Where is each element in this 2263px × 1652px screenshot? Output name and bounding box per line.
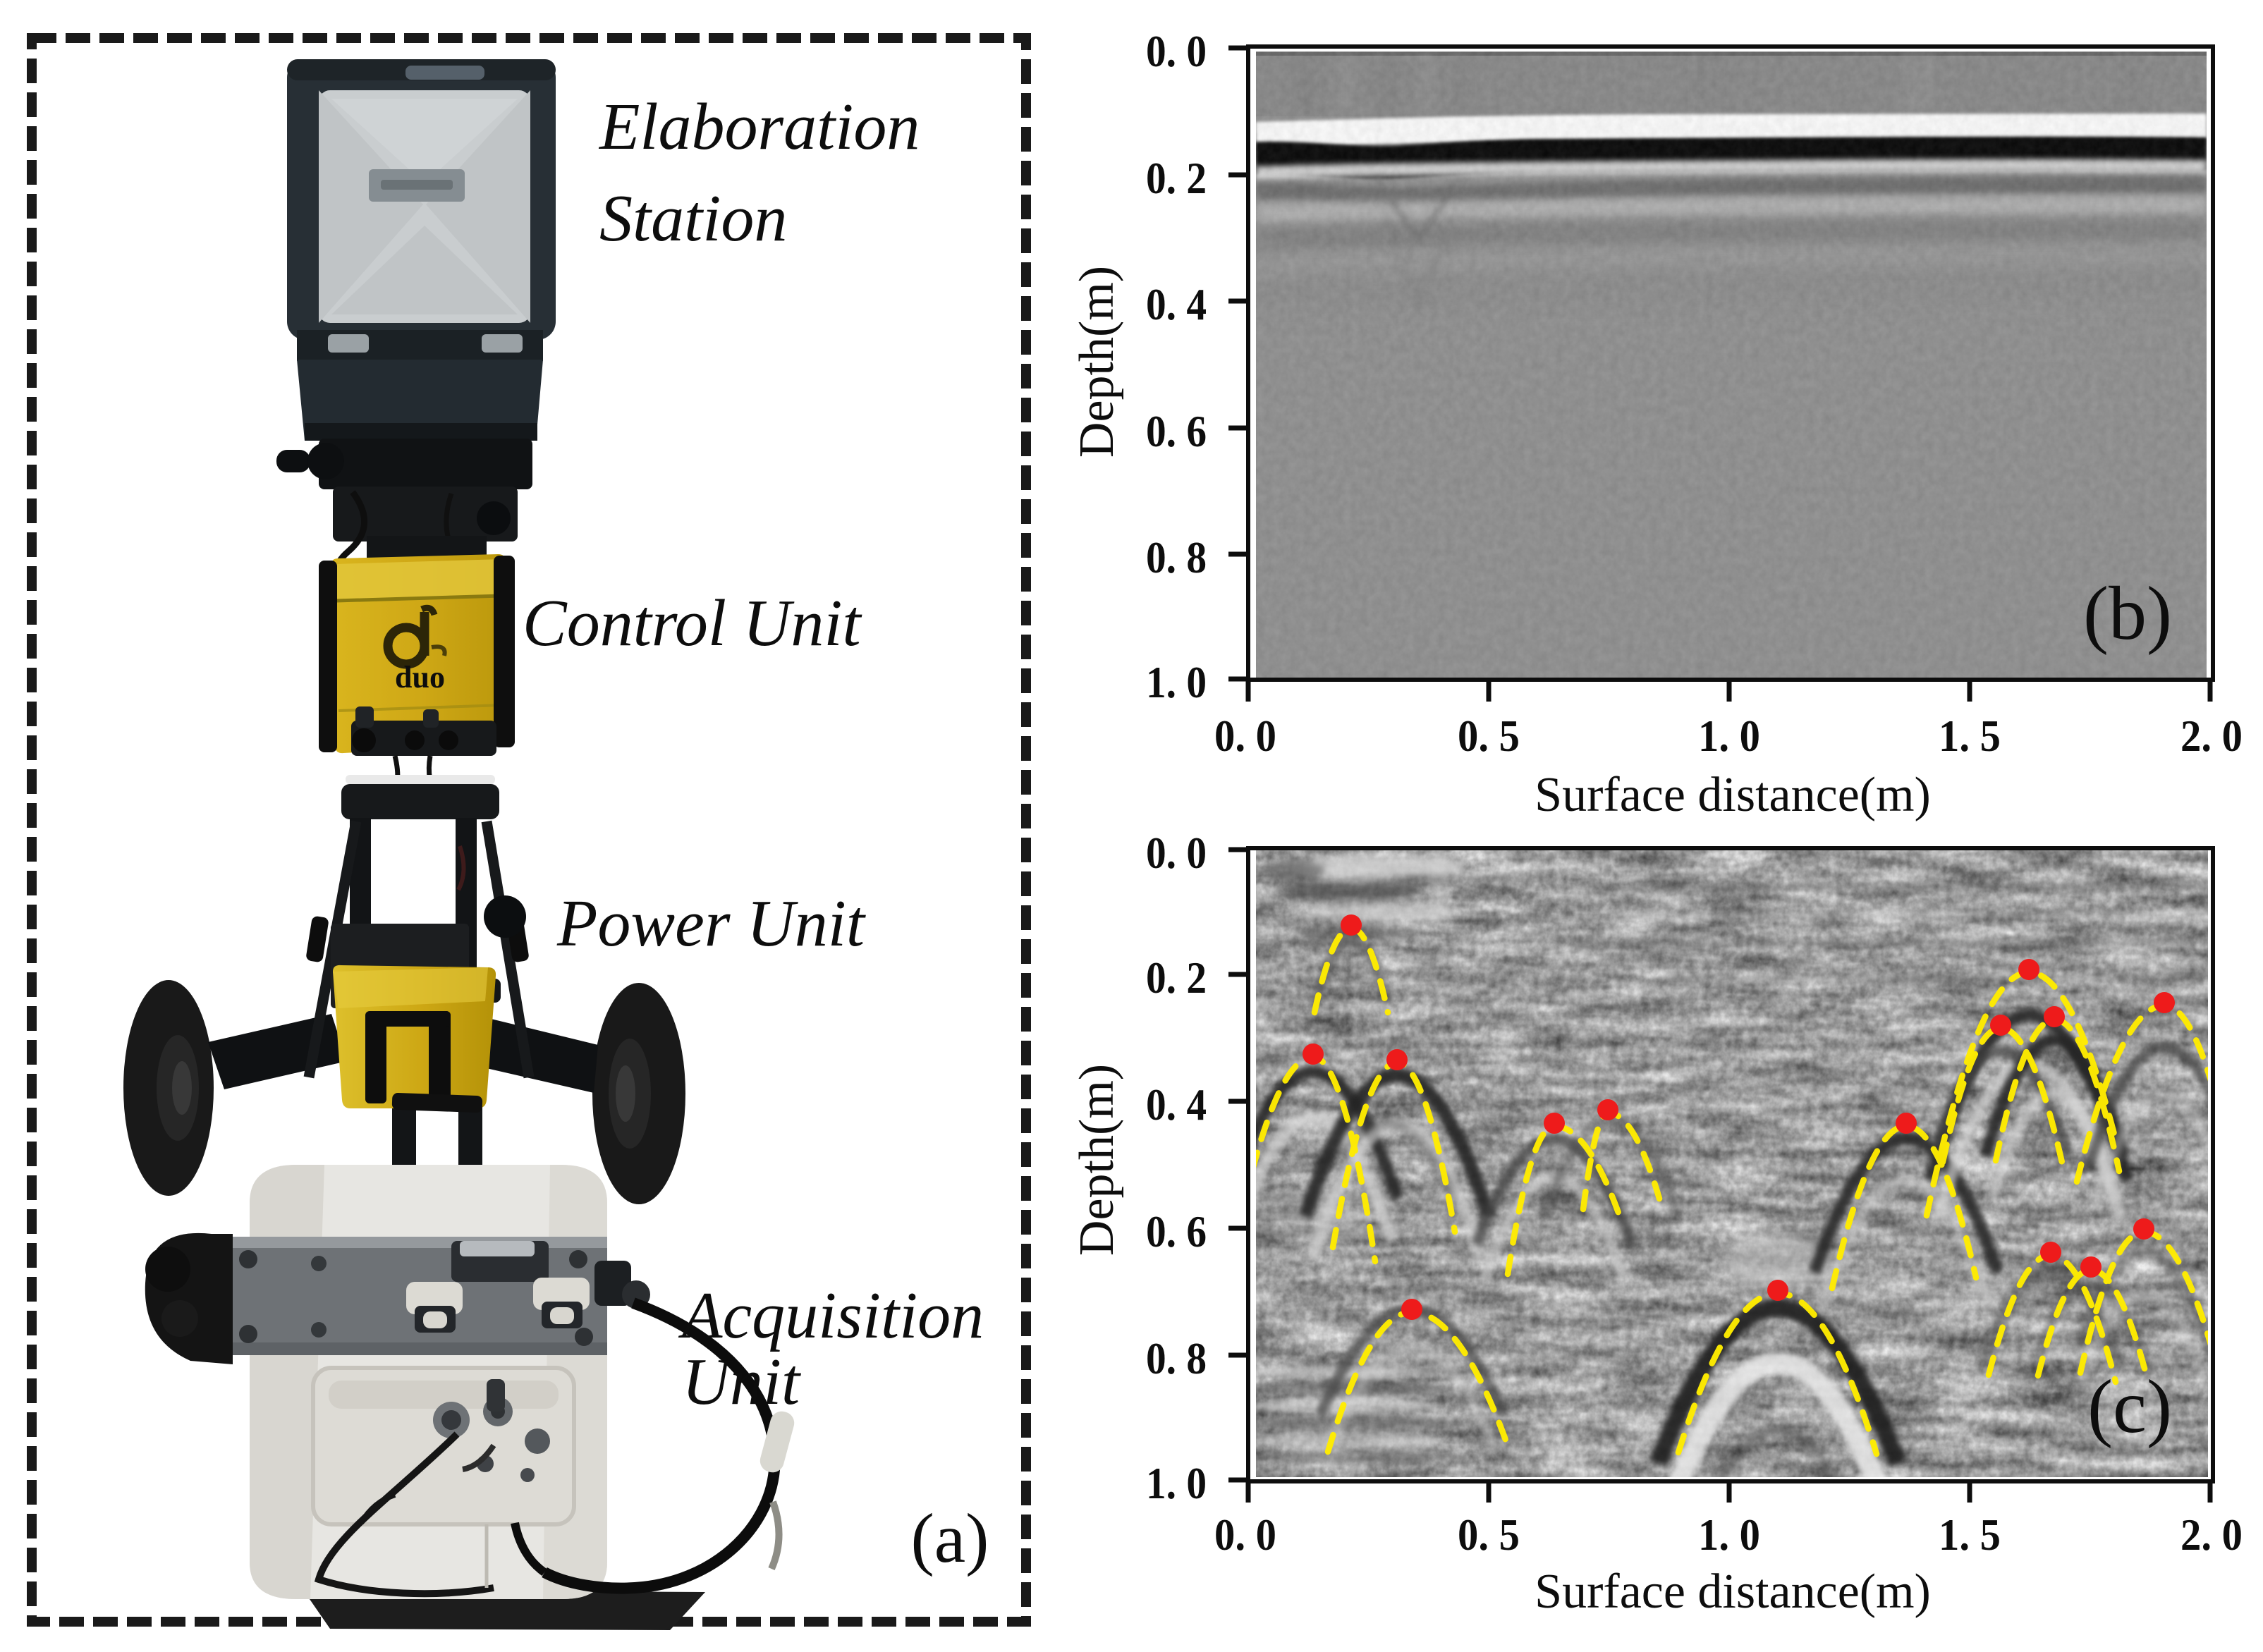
svg-text:0. 0: 0. 0 (1214, 711, 1276, 761)
svg-text:Control Unit: Control Unit (523, 587, 862, 660)
svg-text:0. 4: 0. 4 (1146, 1079, 1207, 1130)
svg-text:0. 2: 0. 2 (1146, 953, 1207, 1003)
svg-text:Depth(m): Depth(m) (1070, 1064, 1124, 1256)
svg-text:0. 5: 0. 5 (1458, 1510, 1520, 1560)
svg-text:Surface distance(m): Surface distance(m) (1535, 768, 1931, 822)
svg-text:duo: duo (395, 660, 445, 695)
svg-text:Depth(m): Depth(m) (1070, 266, 1124, 458)
svg-text:2. 0: 2. 0 (2180, 711, 2243, 761)
svg-text:(a): (a) (911, 1499, 989, 1577)
svg-text:0. 0: 0. 0 (1146, 26, 1207, 76)
svg-text:1. 5: 1. 5 (1939, 1510, 2001, 1560)
svg-text:(c): (c) (2087, 1365, 2172, 1449)
svg-text:0. 6: 0. 6 (1146, 406, 1207, 456)
svg-text:0. 6: 0. 6 (1146, 1206, 1207, 1256)
svg-text:(b): (b) (2083, 572, 2172, 656)
svg-text:0. 5: 0. 5 (1458, 711, 1520, 761)
svg-text:0. 8: 0. 8 (1146, 1333, 1207, 1383)
svg-text:Acquisition: Acquisition (678, 1279, 984, 1352)
svg-text:1. 0: 1. 0 (1698, 711, 1760, 761)
svg-text:0. 8: 0. 8 (1146, 532, 1207, 582)
svg-text:Surface distance(m): Surface distance(m) (1535, 1565, 1931, 1619)
svg-text:Elaboration: Elaboration (598, 90, 920, 164)
svg-text:2. 0: 2. 0 (2180, 1510, 2243, 1560)
svg-text:1. 5: 1. 5 (1939, 711, 2001, 761)
svg-text:Power Unit: Power Unit (556, 887, 866, 960)
svg-text:Station: Station (599, 182, 787, 255)
svg-text:1. 0: 1. 0 (1698, 1510, 1760, 1560)
svg-text:1. 0: 1. 0 (1146, 657, 1207, 707)
svg-text:0. 2: 0. 2 (1146, 153, 1207, 203)
svg-text:Unit: Unit (682, 1345, 801, 1419)
svg-text:0. 0: 0. 0 (1214, 1510, 1276, 1560)
svg-text:0. 4: 0. 4 (1146, 279, 1207, 329)
svg-text:1. 0: 1. 0 (1146, 1458, 1207, 1508)
svg-text:0. 0: 0. 0 (1146, 828, 1207, 878)
